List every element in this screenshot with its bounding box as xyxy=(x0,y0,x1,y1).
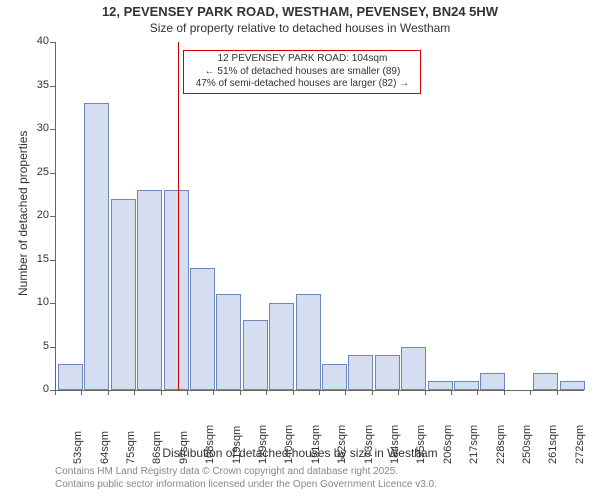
x-tick-mark xyxy=(530,390,531,395)
histogram-bar xyxy=(322,364,347,390)
footnote: Contains HM Land Registry data © Crown c… xyxy=(55,466,437,491)
footnote-line1: Contains HM Land Registry data © Crown c… xyxy=(55,466,437,479)
plot-area xyxy=(55,42,584,391)
x-tick-mark xyxy=(266,390,267,395)
x-tick-mark xyxy=(55,390,56,395)
x-tick-label: 206sqm xyxy=(442,424,454,464)
y-tick-mark xyxy=(50,173,55,174)
histogram-bar xyxy=(348,355,373,390)
x-tick-label: 151sqm xyxy=(310,424,322,464)
x-tick-label: 173sqm xyxy=(363,424,375,464)
histogram-bar xyxy=(533,373,558,390)
histogram-bar xyxy=(375,355,400,390)
x-tick-label: 129sqm xyxy=(257,424,269,464)
x-tick-label: 97sqm xyxy=(178,424,190,464)
y-tick-mark xyxy=(50,347,55,348)
x-tick-mark xyxy=(134,390,135,395)
y-tick-label: 0 xyxy=(19,383,49,395)
x-tick-label: 86sqm xyxy=(151,424,163,464)
histogram-bar xyxy=(401,347,426,391)
x-tick-mark xyxy=(345,390,346,395)
x-tick-mark xyxy=(398,390,399,395)
x-tick-label: 53sqm xyxy=(72,424,84,464)
x-tick-mark xyxy=(161,390,162,395)
histogram-bar xyxy=(216,294,241,390)
x-tick-label: 64sqm xyxy=(99,424,111,464)
chart-subtitle: Size of property relative to detached ho… xyxy=(0,21,600,35)
x-tick-label: 250sqm xyxy=(521,424,533,464)
x-tick-mark xyxy=(504,390,505,395)
x-tick-label: 140sqm xyxy=(283,424,295,464)
histogram-bar xyxy=(243,320,268,390)
y-tick-label: 30 xyxy=(19,122,49,134)
x-tick-label: 195sqm xyxy=(415,424,427,464)
y-tick-label: 25 xyxy=(19,166,49,178)
annotation-line1: 12 PEVENSEY PARK ROAD: 104sqm xyxy=(188,53,416,66)
y-tick-mark xyxy=(50,260,55,261)
annotation-box: 12 PEVENSEY PARK ROAD: 104sqm ← 51% of d… xyxy=(183,50,421,94)
x-tick-label: 272sqm xyxy=(574,424,586,464)
x-tick-label: 75sqm xyxy=(125,424,137,464)
x-tick-label: 228sqm xyxy=(495,424,507,464)
footnote-line2: Contains public sector information licen… xyxy=(55,479,437,492)
y-tick-label: 5 xyxy=(19,340,49,352)
histogram-bar xyxy=(428,381,453,390)
x-tick-label: 108sqm xyxy=(204,424,216,464)
chart-title: 12, PEVENSEY PARK ROAD, WESTHAM, PEVENSE… xyxy=(0,4,600,19)
x-tick-mark xyxy=(477,390,478,395)
x-tick-label: 184sqm xyxy=(389,424,401,464)
annotation-line2: ← 51% of detached houses are smaller (89… xyxy=(188,66,416,79)
x-tick-mark xyxy=(319,390,320,395)
histogram-bar xyxy=(560,381,585,390)
x-tick-mark xyxy=(451,390,452,395)
x-tick-mark xyxy=(187,390,188,395)
y-tick-label: 20 xyxy=(19,209,49,221)
x-tick-mark xyxy=(425,390,426,395)
y-tick-mark xyxy=(50,303,55,304)
x-tick-mark xyxy=(293,390,294,395)
x-tick-mark xyxy=(213,390,214,395)
histogram-bar xyxy=(190,268,215,390)
histogram-bar xyxy=(164,190,189,390)
y-tick-mark xyxy=(50,129,55,130)
x-tick-mark xyxy=(108,390,109,395)
histogram-bar xyxy=(296,294,321,390)
histogram-bar xyxy=(58,364,83,390)
y-tick-mark xyxy=(50,216,55,217)
x-tick-label: 261sqm xyxy=(547,424,559,464)
histogram-bar xyxy=(480,373,505,390)
annotation-line3: 47% of semi-detached houses are larger (… xyxy=(188,78,416,91)
y-tick-mark xyxy=(50,86,55,87)
y-tick-label: 35 xyxy=(19,79,49,91)
histogram-bar xyxy=(111,199,136,390)
y-tick-mark xyxy=(50,42,55,43)
x-tick-mark xyxy=(81,390,82,395)
x-tick-label: 162sqm xyxy=(336,424,348,464)
x-tick-mark xyxy=(372,390,373,395)
histogram-bar xyxy=(269,303,294,390)
histogram-bar xyxy=(84,103,109,390)
histogram-bar xyxy=(137,190,162,390)
x-tick-mark xyxy=(240,390,241,395)
x-tick-mark xyxy=(557,390,558,395)
x-tick-label: 119sqm xyxy=(231,424,243,464)
y-tick-label: 10 xyxy=(19,296,49,308)
y-tick-label: 40 xyxy=(19,35,49,47)
histogram-bar xyxy=(454,381,479,390)
marker-line xyxy=(178,42,179,390)
x-axis-label: Distribution of detached houses by size … xyxy=(0,446,600,460)
x-tick-label: 217sqm xyxy=(468,424,480,464)
chart-container: 12, PEVENSEY PARK ROAD, WESTHAM, PEVENSE… xyxy=(0,0,600,500)
y-tick-label: 15 xyxy=(19,253,49,265)
